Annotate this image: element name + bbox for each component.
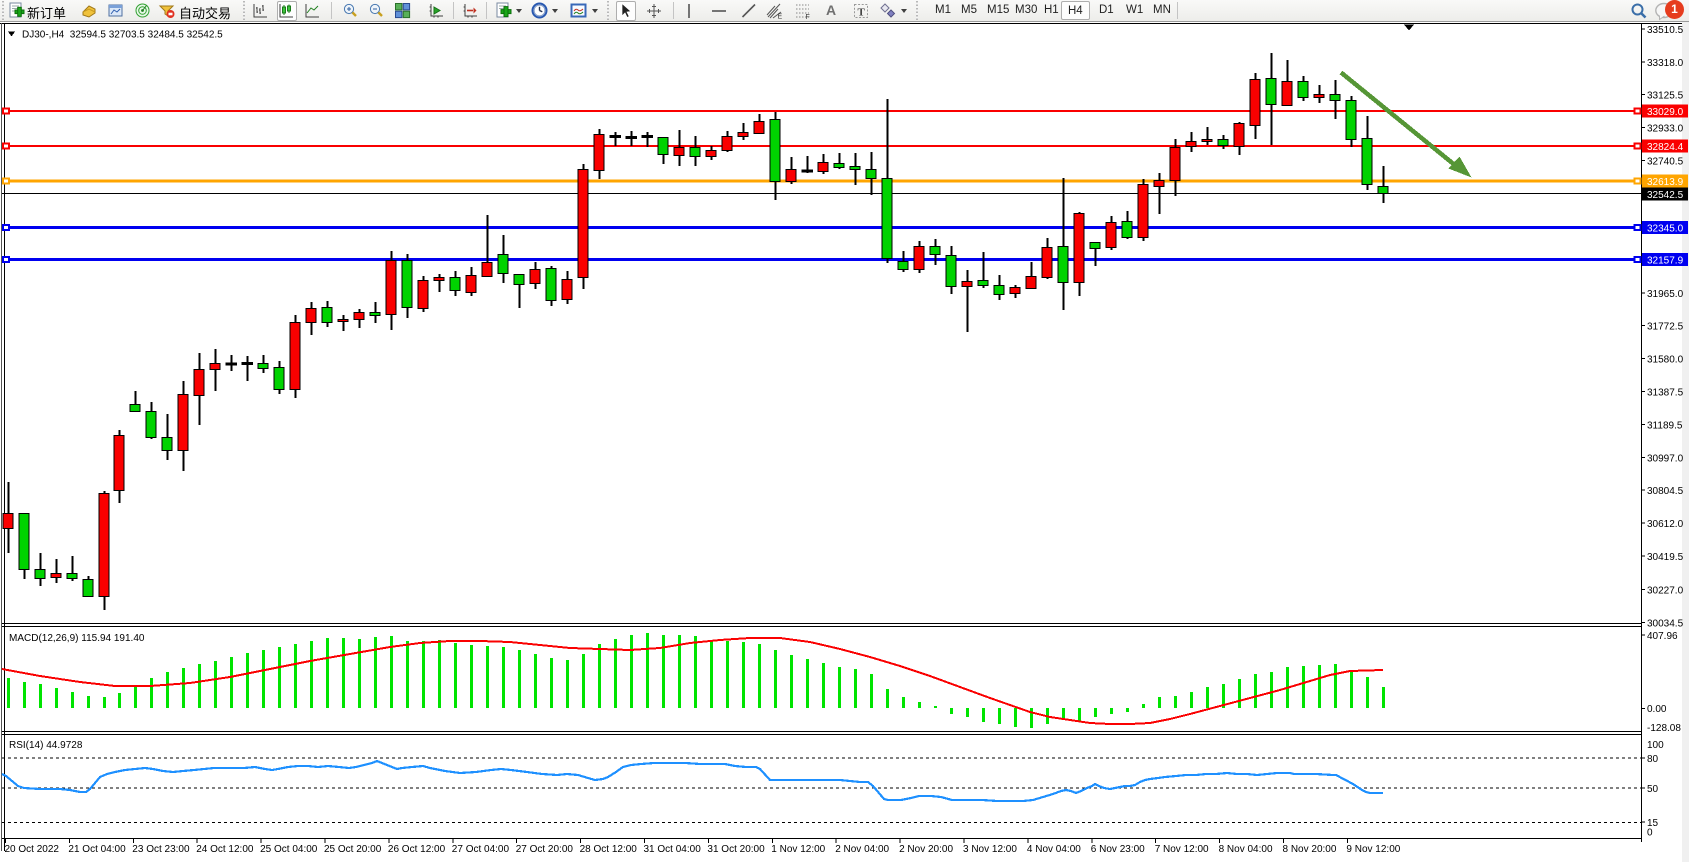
svg-text:MACD(12,26,9) 115.94 191.40: MACD(12,26,9) 115.94 191.40 (9, 633, 145, 644)
svg-text:30419.5: 30419.5 (1647, 552, 1684, 563)
svg-text:31580.0: 31580.0 (1647, 355, 1684, 366)
svg-text:8 Nov 04:00: 8 Nov 04:00 (1219, 844, 1273, 855)
svg-text:0.00: 0.00 (1647, 704, 1667, 715)
svg-text:30997.0: 30997.0 (1647, 454, 1684, 465)
svg-text:E: E (778, 14, 783, 21)
svg-text:80: 80 (1647, 754, 1659, 765)
svg-text:50: 50 (1647, 784, 1659, 795)
svg-text:31387.5: 31387.5 (1647, 387, 1684, 398)
svg-text:32542.5: 32542.5 (1647, 190, 1684, 201)
svg-text:30034.5: 30034.5 (1647, 618, 1684, 629)
svg-text:30804.5: 30804.5 (1647, 486, 1684, 497)
svg-text:31189.5: 31189.5 (1647, 421, 1683, 432)
svg-text:407.96: 407.96 (1647, 631, 1678, 642)
svg-text:0: 0 (1647, 828, 1653, 839)
svg-text:7 Nov 12:00: 7 Nov 12:00 (1155, 844, 1209, 855)
svg-text:25 Oct 04:00: 25 Oct 04:00 (260, 844, 318, 855)
svg-text:32613.9: 32613.9 (1647, 177, 1684, 188)
svg-text:23 Oct 23:00: 23 Oct 23:00 (132, 844, 190, 855)
svg-text:33318.0: 33318.0 (1647, 58, 1684, 69)
svg-text:33029.0: 33029.0 (1647, 107, 1684, 118)
svg-text:15: 15 (1647, 818, 1659, 829)
svg-text:20 Oct 2022: 20 Oct 2022 (5, 844, 60, 855)
svg-text:32345.0: 32345.0 (1647, 224, 1684, 235)
svg-text:RSI(14) 44.9728: RSI(14) 44.9728 (9, 740, 83, 751)
svg-text:2 Nov 04:00: 2 Nov 04:00 (835, 844, 889, 855)
svg-text:8 Nov 20:00: 8 Nov 20:00 (1283, 844, 1337, 855)
svg-text:31 Oct 04:00: 31 Oct 04:00 (644, 844, 702, 855)
svg-text:32824.4: 32824.4 (1647, 142, 1684, 153)
svg-text:31965.0: 31965.0 (1647, 289, 1684, 300)
svg-text:32740.5: 32740.5 (1647, 156, 1684, 167)
svg-text:1 Nov 12:00: 1 Nov 12:00 (771, 844, 825, 855)
svg-text:33125.5: 33125.5 (1647, 91, 1684, 102)
svg-text:6 Nov 23:00: 6 Nov 23:00 (1091, 844, 1145, 855)
svg-text:33510.5: 33510.5 (1647, 25, 1684, 36)
svg-text:31 Oct 20:00: 31 Oct 20:00 (707, 844, 765, 855)
svg-text:32933.0: 32933.0 (1647, 124, 1684, 135)
svg-text:32157.9: 32157.9 (1647, 256, 1684, 267)
svg-text:DJ30-,H4 32594.5 32703.5 3248: DJ30-,H4 32594.5 32703.5 32484.5 32542.5 (22, 30, 223, 41)
svg-text:27 Oct 04:00: 27 Oct 04:00 (452, 844, 510, 855)
svg-text:28 Oct 12:00: 28 Oct 12:00 (580, 844, 638, 855)
svg-text:24 Oct 12:00: 24 Oct 12:00 (196, 844, 254, 855)
svg-text:25 Oct 20:00: 25 Oct 20:00 (324, 844, 382, 855)
svg-text:30227.0: 30227.0 (1647, 586, 1684, 597)
svg-text:31772.5: 31772.5 (1647, 322, 1684, 333)
svg-text:27 Oct 20:00: 27 Oct 20:00 (516, 844, 574, 855)
svg-text:100: 100 (1647, 740, 1664, 751)
svg-text:F: F (806, 14, 810, 20)
svg-text:21 Oct 04:00: 21 Oct 04:00 (68, 844, 126, 855)
svg-text:26 Oct 12:00: 26 Oct 12:00 (388, 844, 446, 855)
svg-text:4 Nov 04:00: 4 Nov 04:00 (1027, 844, 1081, 855)
svg-text:-128.08: -128.08 (1647, 723, 1681, 734)
svg-text:2 Nov 20:00: 2 Nov 20:00 (899, 844, 953, 855)
svg-text:30612.0: 30612.0 (1647, 519, 1684, 530)
svg-text:9 Nov 12:00: 9 Nov 12:00 (1346, 844, 1400, 855)
svg-text:3 Nov 12:00: 3 Nov 12:00 (963, 844, 1017, 855)
svg-text:T: T (858, 7, 866, 19)
